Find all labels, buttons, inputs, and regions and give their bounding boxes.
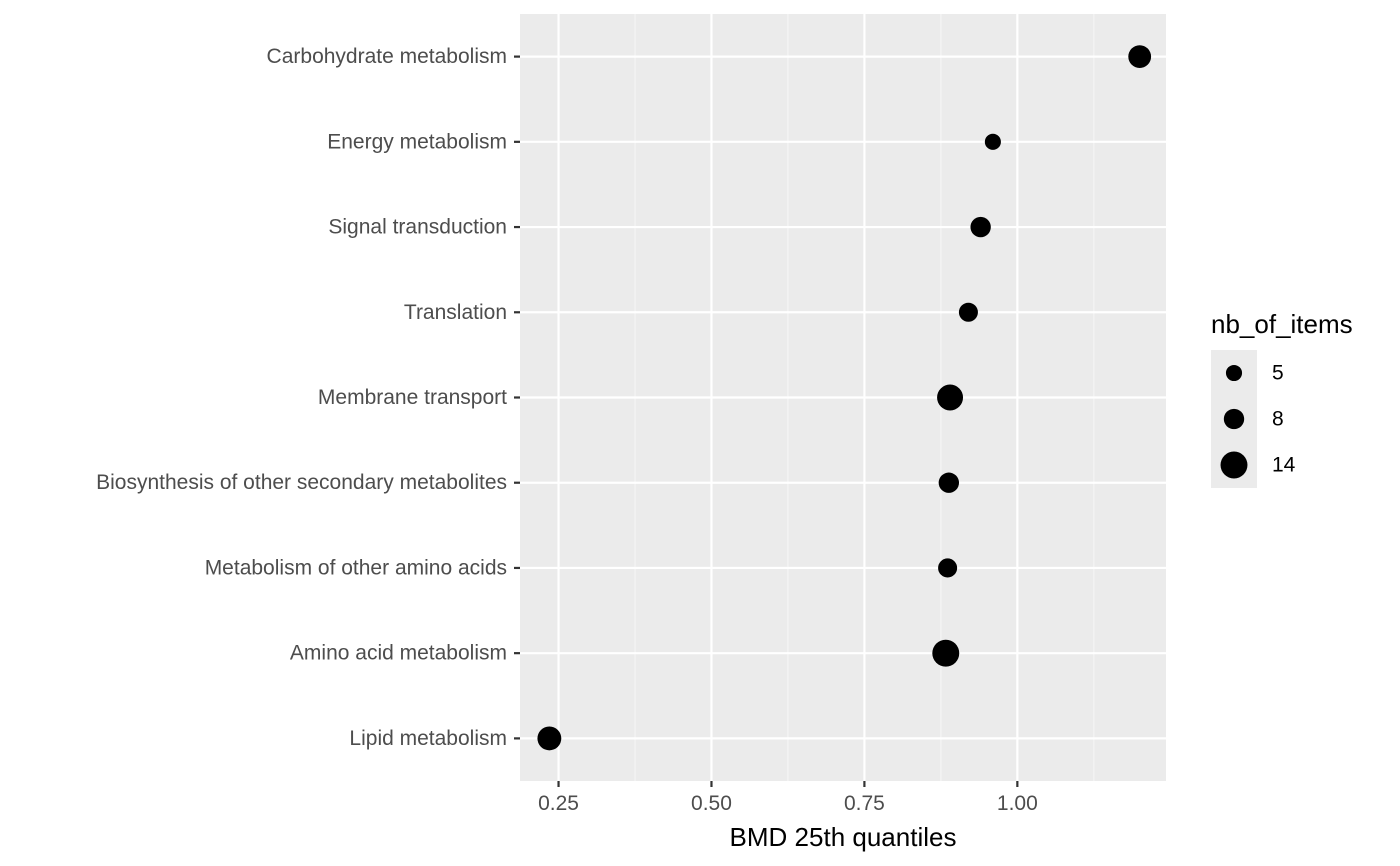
legend-key-symbol	[1220, 451, 1248, 479]
data-point	[537, 726, 562, 751]
y-tick-label: Lipid metabolism	[349, 727, 507, 750]
size-legend: nb_of_items 5 8 14	[1211, 309, 1353, 488]
x-tick-label: 0.75	[844, 792, 885, 815]
data-point	[970, 216, 991, 238]
y-tick-label: Biosynthesis of other secondary metaboli…	[96, 471, 507, 494]
x-tick-label: 0.25	[538, 792, 579, 815]
data-point	[938, 472, 960, 493]
data-point	[938, 558, 958, 578]
data-point	[1128, 45, 1152, 68]
legend-title: nb_of_items	[1211, 309, 1353, 339]
y-tick-label: Amino acid metabolism	[290, 642, 507, 665]
x-axis: 0.25 0.50 0.75 1.00	[538, 781, 1038, 815]
y-tick-label: Translation	[404, 301, 507, 324]
data-point	[984, 133, 1001, 150]
legend-key-symbol	[1225, 364, 1243, 382]
data-point	[932, 639, 960, 667]
y-axis: Lipid metabolism Amino acid metabolism Met…	[96, 45, 520, 750]
legend-label: 5	[1272, 362, 1284, 385]
x-tick-label: 1.00	[997, 792, 1038, 815]
y-tick-label: Signal transduction	[328, 216, 507, 239]
legend-key-symbol	[1223, 408, 1245, 430]
y-tick-label: Membrane transport	[318, 386, 507, 409]
y-tick-label: Energy metabolism	[327, 130, 507, 153]
data-points	[537, 45, 1152, 751]
y-tick-label: Metabolism of other amino acids	[205, 556, 507, 579]
legend-keys: 5 8 14	[1211, 350, 1296, 488]
y-tick-label: Carbohydrate metabolism	[267, 45, 507, 68]
legend-label: 8	[1272, 408, 1284, 431]
x-axis-title: BMD 25th quantiles	[730, 822, 957, 852]
major-gridlines	[520, 14, 1166, 781]
x-tick-label: 0.50	[691, 792, 732, 815]
legend-label: 14	[1272, 454, 1296, 477]
data-point	[937, 384, 964, 411]
data-point	[958, 302, 978, 322]
